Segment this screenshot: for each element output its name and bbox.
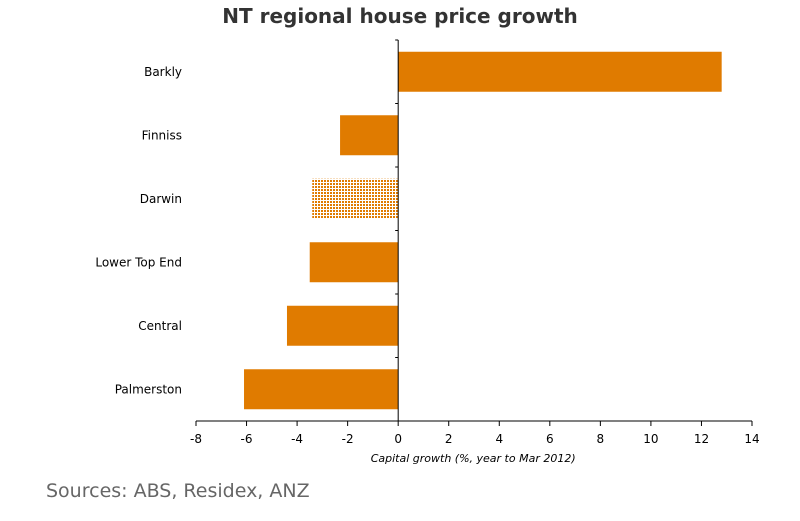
chart-title: NT regional house price growth — [222, 4, 578, 28]
category-label-central: Central — [138, 319, 182, 333]
x-tick-label: 0 — [394, 432, 402, 446]
x-tick-label: 6 — [546, 432, 554, 446]
x-tick-label: -4 — [291, 432, 303, 446]
bar-finniss — [340, 115, 399, 156]
sources-note: Sources: ABS, Residex, ANZ — [46, 480, 310, 502]
category-label-barkly: Barkly — [144, 65, 182, 79]
x-tick-label: -6 — [241, 432, 253, 446]
x-tick-label: 12 — [694, 432, 709, 446]
bar-lower-top-end — [309, 242, 399, 283]
category-label-darwin: Darwin — [140, 192, 182, 206]
x-axis-label: Capital growth (%, year to Mar 2012) — [371, 452, 576, 465]
bar-barkly — [398, 51, 722, 92]
category-label-palmerston: Palmerston — [115, 382, 182, 396]
x-tick-label: 4 — [495, 432, 503, 446]
axes-group — [195, 39, 753, 426]
bar-palmerston — [244, 369, 399, 410]
category-labels: Barkly Finniss Darwin Lower Top End Central P… — [95, 65, 182, 397]
x-tick-label: 8 — [597, 432, 605, 446]
tick-labels: -8 -6 -4 -2 0 2 4 6 8 10 12 14 — [190, 432, 760, 446]
x-tick-label: 14 — [744, 432, 759, 446]
x-tick-label: 10 — [643, 432, 658, 446]
x-tick-label: 2 — [445, 432, 453, 446]
x-tick-label: -2 — [342, 432, 354, 446]
bar-darwin — [312, 178, 399, 219]
category-label-lower-top-end: Lower Top End — [95, 255, 182, 269]
bar-central — [286, 305, 399, 346]
x-tick-label: -8 — [190, 432, 202, 446]
bars-group — [244, 51, 722, 410]
category-label-finniss: Finniss — [142, 128, 182, 142]
